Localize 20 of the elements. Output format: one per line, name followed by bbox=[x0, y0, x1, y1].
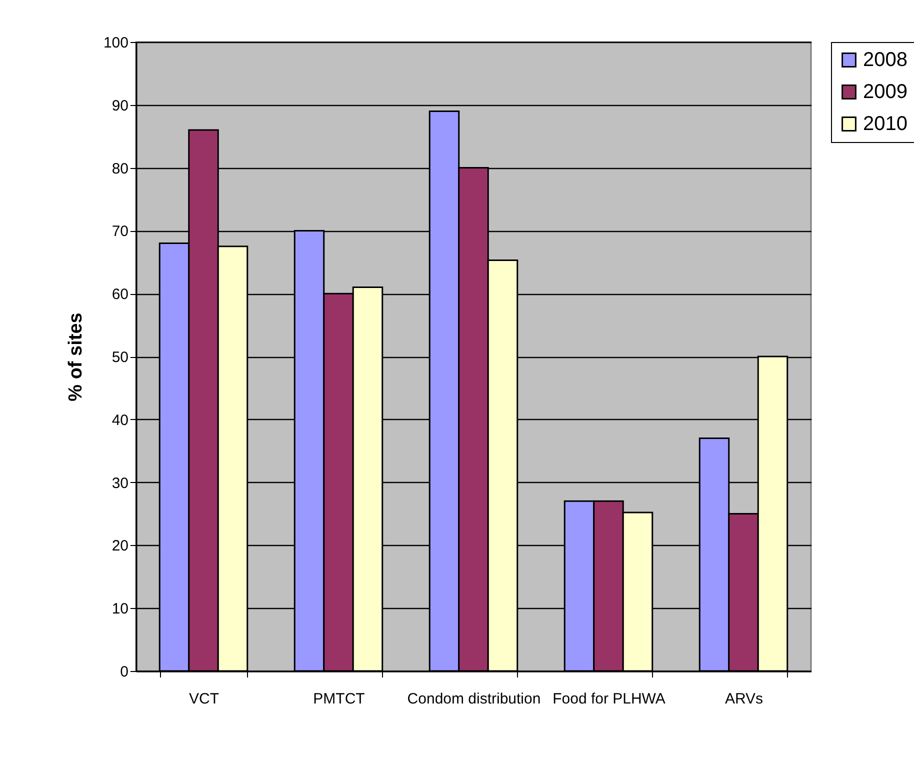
x-tick-label: Condom distribution bbox=[407, 690, 541, 708]
y-axis-title: % of sites bbox=[65, 312, 86, 402]
y-tick-label: 50 bbox=[112, 349, 128, 366]
y-tick-label: 40 bbox=[112, 412, 128, 429]
y-tick-label: 10 bbox=[112, 600, 128, 618]
y-tick-label: 80 bbox=[112, 160, 128, 178]
y-tick-label: 30 bbox=[112, 474, 128, 492]
legend-label: 2010 bbox=[863, 113, 908, 135]
legend-label: 2009 bbox=[863, 81, 908, 103]
y-tick-label: 70 bbox=[112, 223, 128, 240]
x-tick-label: Food for PLHWA bbox=[552, 690, 666, 708]
y-tick-label: 90 bbox=[112, 97, 128, 114]
x-tick-label: ARVs bbox=[724, 690, 764, 708]
legend-label: 2008 bbox=[863, 49, 908, 71]
x-tick-label: PMTCT bbox=[313, 690, 365, 708]
x-tick-label: VCT bbox=[189, 690, 219, 708]
y-tick-label: 60 bbox=[112, 286, 128, 304]
y-tick-label: 100 bbox=[103, 34, 128, 52]
y-tick-label: 20 bbox=[112, 538, 128, 555]
y-tick-label: 0 bbox=[120, 664, 128, 680]
